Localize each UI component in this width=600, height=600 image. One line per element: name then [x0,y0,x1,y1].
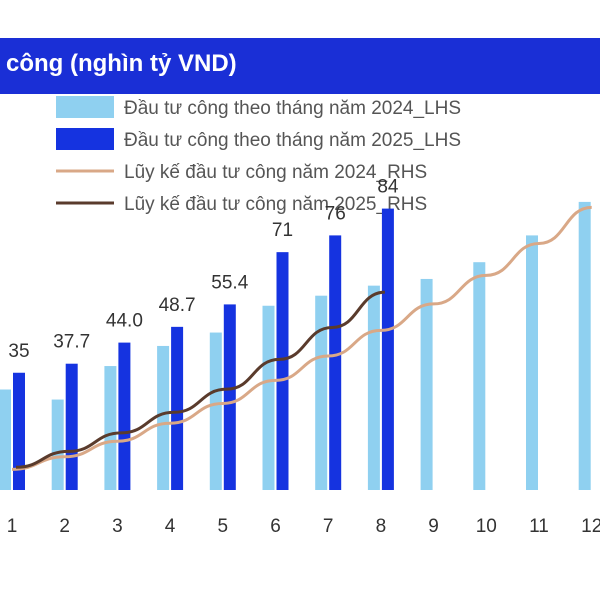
x-tick-6: 6 [270,516,281,537]
x-tick-4: 4 [165,516,176,537]
legend-swatch-2 [56,128,114,150]
bar-2024-10 [473,262,486,490]
bar-2024-6 [262,305,275,490]
data-label-2025-4: 48.7 [159,295,196,316]
x-tick-1: 1 [7,516,18,537]
data-label-2025-1: 35 [8,341,29,362]
data-label-2025-2: 37.7 [53,332,90,353]
legend: Đầu tư công theo tháng năm 2024_LHS Đầu t… [56,96,461,215]
bar-2024-7 [315,295,328,490]
bar-2025-2 [65,363,78,490]
x-tick-2: 2 [59,516,70,537]
bar-2025-6 [276,252,289,490]
bar-2024-8 [367,285,380,490]
data-labels: 35 37.7 44.0 48.7 55.4 71 76 84 [8,177,398,362]
x-tick-5: 5 [218,516,229,537]
data-label-2025-3: 44.0 [106,311,143,332]
bar-2025-4 [171,326,184,490]
x-tick-3: 3 [112,516,123,537]
legend-label-2: Đầu tư công theo tháng năm 2025_LHS [124,130,461,151]
x-axis: 1 2 3 4 5 6 7 8 9 10 11 12 [7,516,600,537]
title-bar [0,38,600,94]
data-label-2025-7: 76 [325,203,346,224]
bar-2024-11 [526,235,538,490]
bar-2024-9 [420,278,433,490]
bar-2024-2 [51,399,64,490]
bar-2024-12 [578,201,591,490]
bar-2025-3 [118,342,131,490]
x-tick-11: 11 [529,516,549,537]
x-tick-8: 8 [376,516,387,537]
bars [0,201,591,490]
chart-title: công (nghìn tỷ VND) [6,50,237,77]
data-label-2025-5: 55.4 [211,272,248,293]
bar-2025-1 [13,372,25,490]
x-tick-12: 12 [581,516,600,537]
bar-2024-3 [104,366,117,490]
line-2025 [15,290,386,469]
bar-2025-7 [329,235,342,490]
data-label-2025-6: 71 [272,220,293,241]
line-2024 [11,205,592,471]
bar-2024-1 [0,389,11,490]
legend-swatch-1 [56,96,114,118]
legend-label-3: Lũy kế đầu tư công năm 2024_RHS [124,162,427,183]
bar-2025-5 [223,304,236,490]
legend-label-1: Đầu tư công theo tháng năm 2024_LHS [124,98,461,119]
x-tick-7: 7 [323,516,334,537]
legend-label-4: Lũy kế đầu tư công năm 2025_RHS [124,194,427,215]
bar-2024-5 [209,332,222,490]
lines [11,205,592,471]
x-tick-9: 9 [428,516,439,537]
x-tick-10: 10 [476,516,497,537]
data-label-2025-8: 84 [377,177,399,198]
bar-2024-4 [157,345,170,490]
bar-2025-8 [381,208,394,490]
